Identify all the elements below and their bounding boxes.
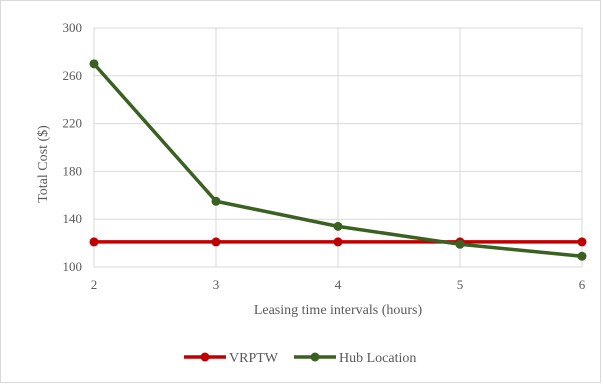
data-point-hub-location	[89, 59, 99, 69]
y-tick-label: 140	[63, 211, 83, 226]
legend-swatch-marker	[310, 352, 320, 362]
legend-swatch-marker	[200, 352, 210, 362]
data-point-hub-location	[211, 196, 221, 206]
y-tick-label: 300	[63, 20, 83, 35]
data-point-vrptw	[211, 237, 221, 247]
data-point-hub-location	[577, 251, 587, 261]
legend-item-vrptw: VRPTW	[184, 351, 279, 366]
x-tick-label: 4	[335, 277, 342, 292]
data-point-vrptw	[89, 237, 99, 247]
y-axis-title: Total Cost ($)	[36, 125, 51, 203]
x-tick-label: 3	[213, 277, 220, 292]
x-tick-label: 6	[579, 277, 586, 292]
data-point-vrptw	[333, 237, 343, 247]
x-tick-label: 2	[91, 277, 98, 292]
y-tick-label: 260	[63, 68, 83, 83]
legend: VRPTW Hub Location	[184, 351, 416, 366]
x-tick-label: 5	[457, 277, 464, 292]
grid-layer	[93, 27, 583, 268]
legend-label: VRPTW	[229, 351, 279, 366]
series-layer	[89, 59, 587, 261]
data-point-hub-location	[333, 221, 343, 231]
data-point-vrptw	[577, 237, 587, 247]
legend-item-hub-location: Hub Location	[294, 351, 416, 366]
legend-label: Hub Location	[339, 351, 416, 366]
y-tick-label: 100	[63, 259, 83, 274]
y-tick-label: 220	[63, 116, 83, 131]
x-axis-title: Leasing time intervals (hours)	[254, 303, 423, 318]
y-tick-label: 180	[63, 163, 83, 178]
x-tick-labels: 2 3 4 5 6	[91, 277, 586, 292]
y-tick-labels: 100 140 180 220 260 300	[63, 20, 83, 274]
data-point-hub-location	[455, 239, 465, 249]
